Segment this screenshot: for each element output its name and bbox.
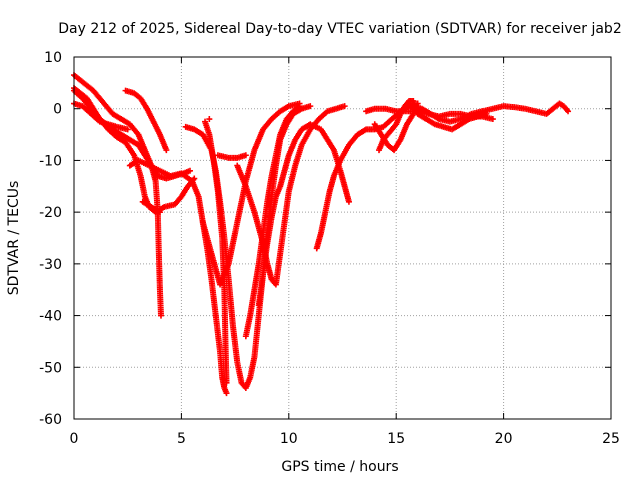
data-point [341, 103, 348, 110]
series-track-4 [71, 100, 131, 133]
data-point [223, 390, 230, 397]
data-series [71, 72, 572, 397]
data-point [186, 167, 193, 174]
plot-frame [73, 56, 612, 420]
x-tick-label: 15 [387, 431, 405, 447]
data-point [163, 147, 170, 154]
data-point [489, 116, 496, 123]
y-tick-label: -10 [39, 153, 62, 169]
series-track-9 [202, 118, 230, 386]
series-track-10 [199, 100, 303, 288]
data-point [410, 97, 417, 104]
data-point [157, 312, 164, 319]
series-track-6 [126, 157, 230, 397]
y-tick-label: -60 [39, 412, 62, 428]
x-tick-label: 10 [280, 431, 298, 447]
y-tick-label: -30 [39, 257, 62, 273]
series-track-11 [214, 152, 249, 161]
data-point [156, 209, 163, 216]
y-tick-label: -40 [39, 309, 62, 325]
y-axis-title: SDTVAR / TECUs [6, 181, 22, 296]
series-track-7 [139, 198, 163, 216]
x-tick-label: 5 [177, 431, 186, 447]
series-track-19 [406, 100, 490, 133]
data-point-isolated [206, 116, 213, 123]
y-tick-label: -20 [39, 205, 62, 221]
x-tick-label: 25 [602, 431, 620, 447]
data-point [124, 126, 131, 133]
y-tick-label: 0 [53, 102, 62, 118]
series-track-3 [71, 87, 198, 216]
series-track-13 [242, 103, 303, 340]
data-point [307, 103, 314, 110]
data-point [345, 198, 352, 205]
data-point [410, 110, 417, 117]
series-track-21 [371, 110, 417, 154]
x-axis-title: GPS time / hours [281, 459, 398, 475]
series-track-15 [313, 100, 421, 252]
data-point [296, 103, 303, 110]
axis-ticks: 0 5 10 15 20 25 -60 -50 -40 -30 -20 -10 0 10 [39, 50, 620, 447]
series-track-20 [479, 100, 572, 117]
y-tick-label: 10 [44, 50, 62, 66]
series-track-12 [234, 103, 348, 288]
data-point [565, 108, 572, 115]
chart-title: Day 212 of 2025, Sidereal Day-to-day VTE… [58, 21, 621, 37]
data-point [223, 379, 230, 386]
data-point [242, 152, 249, 159]
y-tick-label: -50 [39, 360, 62, 376]
series-track-5 [122, 87, 170, 154]
x-tick-label: 0 [70, 431, 79, 447]
series-track-14 [255, 121, 352, 309]
data-point [414, 100, 421, 107]
x-tick-label: 20 [495, 431, 513, 447]
